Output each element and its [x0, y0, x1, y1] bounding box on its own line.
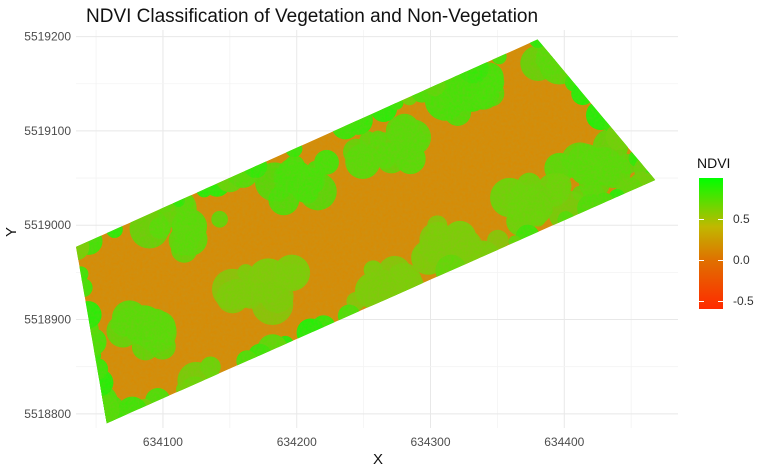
- vegetation-blob: [216, 374, 239, 397]
- chart-title: NDVI Classification of Vegetation and No…: [86, 6, 539, 27]
- colorbar-tick-mark: [718, 300, 723, 302]
- vegetation-blob: [133, 416, 151, 424]
- x-axis-ticks: 634100 634200 634300 634400: [143, 435, 585, 449]
- vegetation-blob: [218, 402, 233, 418]
- y-tick-label: 5519000: [24, 218, 71, 232]
- y-axis-title: Y: [3, 227, 20, 237]
- legend-title: NDVI: [697, 155, 731, 171]
- vegetation-blob: [216, 378, 251, 412]
- y-tick-label: 5518800: [24, 407, 71, 421]
- x-tick-label: 634200: [277, 435, 317, 449]
- raster-texture: [76, 39, 656, 424]
- colorbar-tick-label: 0.0: [733, 252, 750, 267]
- x-tick-label: 634100: [143, 435, 183, 449]
- vegetation-blob: [83, 403, 101, 421]
- vegetation-blob: [85, 408, 100, 423]
- vegetation-blob: [244, 358, 280, 394]
- colorbar-tick-mark: [718, 259, 723, 261]
- y-tick-label: 5519100: [24, 124, 71, 138]
- x-tick-label: 634300: [410, 435, 450, 449]
- vegetation-blob: [76, 407, 92, 424]
- vegetation-blob: [567, 50, 594, 77]
- colorbar: [699, 178, 723, 309]
- colorbar-tick-mark: [699, 259, 704, 261]
- colorbar-tick-mark: [718, 218, 723, 220]
- colorbar-tick-mark: [699, 300, 704, 302]
- vegetation-blob: [563, 39, 589, 60]
- vegetation-blob: [217, 373, 241, 397]
- vegetation-blob: [222, 378, 239, 395]
- colorbar-tick-label: 0.5: [733, 211, 750, 226]
- vegetation-blob: [219, 369, 254, 404]
- y-axis-ticks: 5518800 5518900 5519000 5519100 5519200: [24, 30, 71, 421]
- colorbar-tick-label: -0.5: [733, 293, 754, 308]
- colorbar-tick-mark: [699, 218, 704, 220]
- vegetation-blob: [211, 374, 247, 409]
- vegetation-blob: [589, 40, 621, 72]
- vegetation-blob: [554, 39, 570, 55]
- y-tick-label: 5518900: [24, 313, 71, 327]
- y-tick-label: 5519200: [24, 30, 71, 44]
- vegetation-blob: [233, 378, 254, 400]
- x-tick-label: 634400: [544, 435, 584, 449]
- vegetation-blob: [576, 39, 617, 72]
- vegetation-blob: [559, 39, 580, 48]
- x-axis-title: X: [373, 451, 383, 468]
- ndvi-raster: [76, 39, 656, 424]
- vegetation-blob: [206, 386, 245, 424]
